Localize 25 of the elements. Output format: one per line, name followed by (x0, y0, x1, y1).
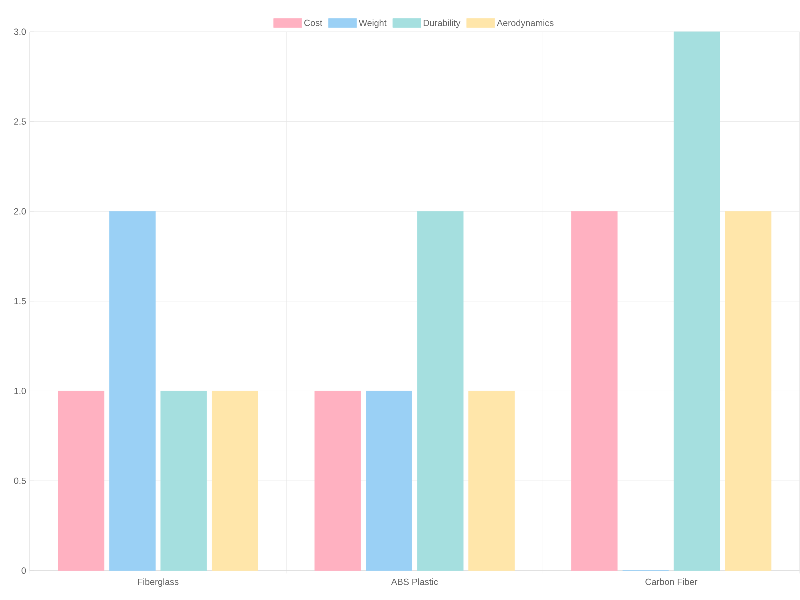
bar (366, 391, 412, 572)
bar (571, 211, 618, 572)
legend-label: Durability (424, 20, 461, 28)
y-tick-label: 0 (22, 568, 26, 574)
bar (160, 391, 208, 572)
x-tick-label: ABS Plastic (391, 578, 438, 586)
bar (674, 32, 720, 572)
bar (468, 391, 516, 572)
bar (58, 391, 105, 572)
bar (212, 391, 258, 572)
y-tick-label: 3.0 (14, 28, 26, 36)
y-tick-label: 1.5 (14, 298, 26, 305)
y-tick-label: 0.5 (14, 478, 26, 484)
y-tick-label: 2.5 (14, 118, 26, 126)
bar (417, 211, 464, 572)
bar (725, 211, 772, 572)
legend-label: Cost (304, 20, 323, 26)
legend-label: Aerodynamics (497, 20, 554, 28)
legend-label: Weight (359, 20, 387, 28)
bar (314, 391, 362, 572)
y-tick-label: 2.0 (14, 208, 26, 215)
y-tick-label: 1.0 (14, 388, 26, 394)
x-tick-label: Carbon Fiber (646, 578, 698, 586)
x-tick-label: Fiberglass (138, 578, 179, 588)
bar (109, 211, 156, 572)
